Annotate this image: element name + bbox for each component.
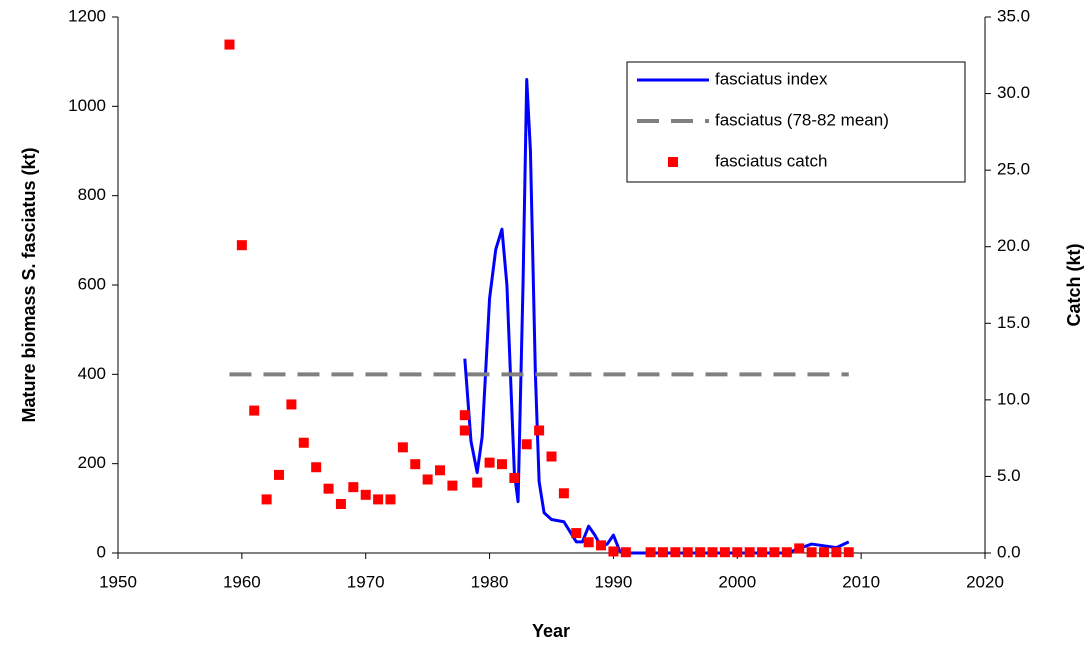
x-tick-label: 2010: [842, 572, 880, 591]
catch-marker: [719, 547, 730, 558]
catch-marker: [534, 425, 545, 436]
catch-marker: [311, 462, 322, 473]
catch-marker: [335, 498, 346, 509]
x-tick-label: 1990: [595, 572, 633, 591]
catch-marker: [781, 547, 792, 558]
y-axis-title: Mature biomass S. fasciatus (kt): [19, 147, 39, 422]
y2-axis-title: Catch (kt): [1064, 243, 1084, 326]
catch-marker: [831, 547, 842, 558]
catch-marker: [286, 399, 297, 410]
catch-marker: [546, 451, 557, 462]
y-tick-label: 400: [78, 364, 106, 383]
legend-swatch: [668, 157, 678, 167]
catch-marker: [435, 465, 446, 476]
catch-marker: [236, 240, 247, 251]
catch-marker: [818, 547, 829, 558]
y-tick-label: 800: [78, 185, 106, 204]
catch-marker: [385, 494, 396, 505]
catch-marker: [496, 459, 507, 470]
catch-marker: [360, 489, 371, 500]
x-tick-label: 1970: [347, 572, 385, 591]
catch-marker: [509, 472, 520, 483]
catch-marker: [410, 459, 421, 470]
y-tick-label: 600: [78, 274, 106, 293]
legend-label: fasciatus catch: [715, 151, 827, 170]
catch-marker: [695, 547, 706, 558]
x-tick-label: 1950: [99, 572, 137, 591]
catch-marker: [249, 405, 260, 416]
catch-marker: [323, 483, 334, 494]
catch-marker: [645, 547, 656, 558]
catch-marker: [843, 547, 854, 558]
y2-tick-label: 0.0: [997, 542, 1021, 561]
catch-marker: [484, 457, 495, 468]
catch-marker: [571, 528, 582, 539]
x-tick-label: 1960: [223, 572, 261, 591]
catch-marker: [422, 474, 433, 485]
y2-tick-label: 20.0: [997, 236, 1030, 255]
x-tick-label: 1980: [471, 572, 509, 591]
catch-marker: [558, 488, 569, 499]
catch-marker: [224, 39, 235, 50]
y2-tick-label: 5.0: [997, 466, 1021, 485]
catch-marker: [447, 480, 458, 491]
catch-marker: [298, 437, 309, 448]
catch-marker: [459, 425, 470, 436]
catch-marker: [769, 547, 780, 558]
catch-marker: [744, 547, 755, 558]
catch-marker: [620, 547, 631, 558]
catch-marker: [732, 547, 743, 558]
x-tick-label: 2000: [718, 572, 756, 591]
y2-tick-label: 35.0: [997, 6, 1030, 25]
catch-marker: [806, 547, 817, 558]
catch-marker: [596, 540, 607, 551]
y2-tick-label: 30.0: [997, 83, 1030, 102]
y-tick-label: 0: [97, 542, 106, 561]
legend-label: fasciatus index: [715, 69, 828, 88]
catch-marker: [682, 547, 693, 558]
catch-marker: [472, 477, 483, 488]
x-tick-label: 2020: [966, 572, 1004, 591]
y2-tick-label: 10.0: [997, 389, 1030, 408]
catch-marker: [757, 547, 768, 558]
catch-marker: [583, 537, 594, 548]
catch-marker: [397, 442, 408, 453]
catch-marker: [707, 547, 718, 558]
catch-marker: [670, 547, 681, 558]
y-tick-label: 1200: [68, 6, 106, 25]
legend-label: fasciatus (78-82 mean): [715, 110, 889, 129]
catch-marker: [373, 494, 384, 505]
x-axis-title: Year: [532, 621, 570, 641]
y-tick-label: 200: [78, 453, 106, 472]
catch-marker: [608, 546, 619, 557]
y-tick-label: 1000: [68, 96, 106, 115]
catch-marker: [459, 410, 470, 421]
y2-tick-label: 25.0: [997, 160, 1030, 179]
catch-marker: [348, 482, 359, 493]
y2-tick-label: 15.0: [997, 313, 1030, 332]
catch-marker: [274, 469, 285, 480]
catch-marker: [794, 543, 805, 554]
catch-marker: [657, 547, 668, 558]
catch-marker: [521, 439, 532, 450]
catch-marker: [261, 494, 272, 505]
